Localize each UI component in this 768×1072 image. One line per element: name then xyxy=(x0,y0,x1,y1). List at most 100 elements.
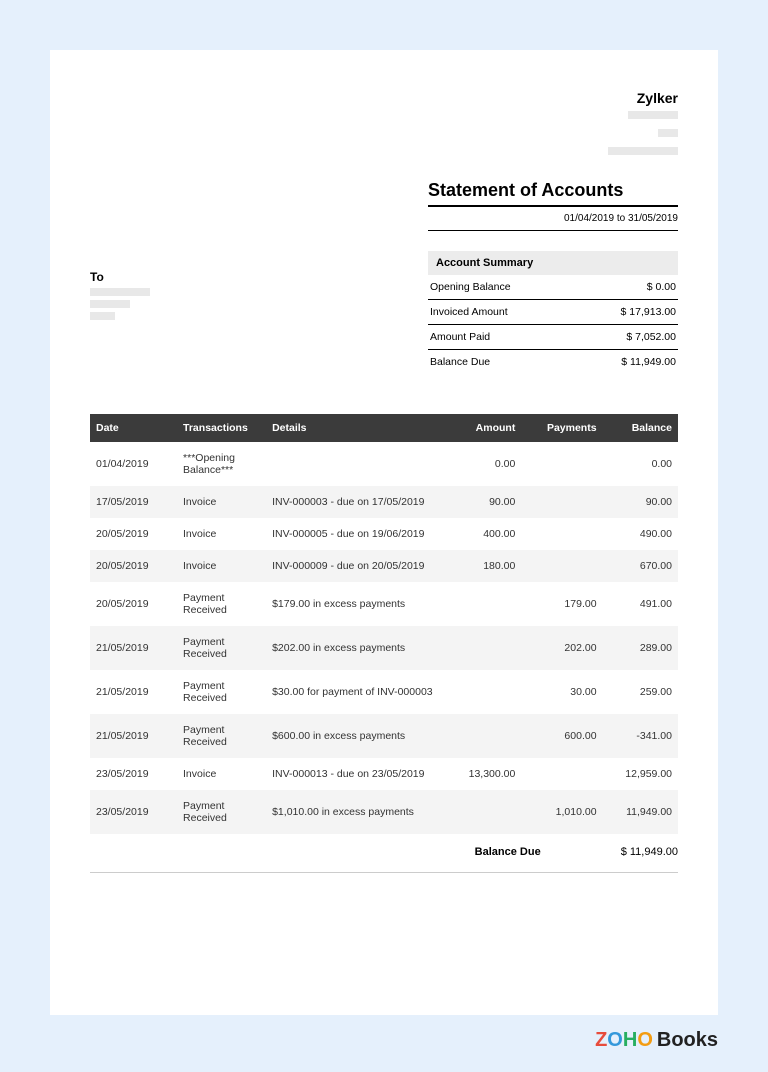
placeholder-line xyxy=(628,111,678,119)
cell-trans: Invoice xyxy=(177,486,266,518)
cell-details xyxy=(266,442,452,486)
cell-trans: Invoice xyxy=(177,758,266,790)
cell-amount: 180.00 xyxy=(452,550,522,582)
summary-value: $ 7,052.00 xyxy=(626,331,676,343)
summary-value: $ 17,913.00 xyxy=(621,306,676,318)
summary-row: Balance Due $ 11,949.00 xyxy=(428,350,678,374)
cell-amount xyxy=(452,670,522,714)
cell-amount: 400.00 xyxy=(452,518,522,550)
cell-balance: 670.00 xyxy=(603,550,678,582)
cell-date: 23/05/2019 xyxy=(90,790,177,834)
to-label: To xyxy=(90,270,150,284)
cell-balance: 11,949.00 xyxy=(603,790,678,834)
cell-date: 20/05/2019 xyxy=(90,582,177,626)
cell-balance: 491.00 xyxy=(603,582,678,626)
cell-payments xyxy=(521,442,602,486)
cell-date: 17/05/2019 xyxy=(90,486,177,518)
cell-payments xyxy=(521,486,602,518)
table-row: 20/05/2019InvoiceINV-000005 - due on 19/… xyxy=(90,518,678,550)
logo-o2: O xyxy=(637,1029,653,1051)
cell-date: 01/04/2019 xyxy=(90,442,177,486)
cell-payments xyxy=(521,758,602,790)
cell-amount: 13,300.00 xyxy=(452,758,522,790)
statement-title: Statement of Accounts xyxy=(428,180,678,207)
cell-details: INV-000009 - due on 20/05/2019 xyxy=(266,550,452,582)
cell-amount xyxy=(452,626,522,670)
cell-amount xyxy=(452,790,522,834)
cell-date: 20/05/2019 xyxy=(90,550,177,582)
logo-books: Books xyxy=(657,1029,718,1051)
table-row: 23/05/2019Payment Received$1,010.00 in e… xyxy=(90,790,678,834)
cell-details: $600.00 in excess payments xyxy=(266,714,452,758)
summary-row: Invoiced Amount $ 17,913.00 xyxy=(428,300,678,325)
statement-summary: Statement of Accounts 01/04/2019 to 31/0… xyxy=(428,180,678,374)
balance-due-label: Balance Due xyxy=(475,846,541,858)
cell-date: 21/05/2019 xyxy=(90,670,177,714)
cell-balance: 259.00 xyxy=(603,670,678,714)
summary-value: $ 0.00 xyxy=(647,281,676,293)
cell-balance: 12,959.00 xyxy=(603,758,678,790)
summary-label: Balance Due xyxy=(430,356,490,368)
cell-date: 23/05/2019 xyxy=(90,758,177,790)
table-header: Date Transactions Details Amount Payment… xyxy=(90,414,678,442)
placeholder-line xyxy=(658,129,678,137)
cell-balance: 0.00 xyxy=(603,442,678,486)
summary-label: Amount Paid xyxy=(430,331,490,343)
zoho-books-logo: ZOHOBooks xyxy=(50,1029,718,1052)
cell-balance: 90.00 xyxy=(603,486,678,518)
summary-label: Invoiced Amount xyxy=(430,306,508,318)
col-date: Date xyxy=(90,414,177,442)
logo-h: H xyxy=(623,1029,637,1051)
summary-row: Opening Balance $ 0.00 xyxy=(428,275,678,300)
summary-value: $ 11,949.00 xyxy=(621,356,676,368)
summary-header: Account Summary xyxy=(428,251,678,275)
cell-payments xyxy=(521,550,602,582)
cell-date: 21/05/2019 xyxy=(90,714,177,758)
cell-details: $30.00 for payment of INV-000003 xyxy=(266,670,452,714)
cell-details: INV-000013 - due on 23/05/2019 xyxy=(266,758,452,790)
table-row: 20/05/2019Payment Received$179.00 in exc… xyxy=(90,582,678,626)
balance-due-value: $ 11,949.00 xyxy=(621,846,678,858)
cell-balance: 289.00 xyxy=(603,626,678,670)
col-balance: Balance xyxy=(603,414,678,442)
placeholder-line xyxy=(90,300,130,308)
cell-trans: Payment Received xyxy=(177,670,266,714)
col-transactions: Transactions xyxy=(177,414,266,442)
cell-details: INV-000003 - due on 17/05/2019 xyxy=(266,486,452,518)
cell-payments: 179.00 xyxy=(521,582,602,626)
company-header: Zylker xyxy=(90,90,678,160)
placeholder-line xyxy=(608,147,678,155)
cell-date: 21/05/2019 xyxy=(90,626,177,670)
table-row: 23/05/2019InvoiceINV-000013 - due on 23/… xyxy=(90,758,678,790)
placeholder-line xyxy=(90,312,115,320)
cell-payments: 30.00 xyxy=(521,670,602,714)
col-details: Details xyxy=(266,414,452,442)
table-row: 21/05/2019Payment Received$30.00 for pay… xyxy=(90,670,678,714)
cell-trans: Invoice xyxy=(177,518,266,550)
cell-balance: 490.00 xyxy=(603,518,678,550)
cell-trans: Payment Received xyxy=(177,626,266,670)
cell-payments: 600.00 xyxy=(521,714,602,758)
balance-due-footer: Balance Due $ 11,949.00 xyxy=(90,846,678,873)
cell-amount: 90.00 xyxy=(452,486,522,518)
statement-page: Zylker To Statement of Accounts 01/04/20… xyxy=(50,50,718,1015)
table-row: 17/05/2019InvoiceINV-000003 - due on 17/… xyxy=(90,486,678,518)
transactions-table: Date Transactions Details Amount Payment… xyxy=(90,414,678,834)
cell-amount: 0.00 xyxy=(452,442,522,486)
summary-label: Opening Balance xyxy=(430,281,511,293)
cell-balance: -341.00 xyxy=(603,714,678,758)
col-amount: Amount xyxy=(452,414,522,442)
cell-amount xyxy=(452,582,522,626)
cell-payments: 1,010.00 xyxy=(521,790,602,834)
cell-date: 20/05/2019 xyxy=(90,518,177,550)
summary-row: Amount Paid $ 7,052.00 xyxy=(428,325,678,350)
cell-trans: Invoice xyxy=(177,550,266,582)
cell-trans: Payment Received xyxy=(177,582,266,626)
date-range: 01/04/2019 to 31/05/2019 xyxy=(428,213,678,231)
cell-trans: ***Opening Balance*** xyxy=(177,442,266,486)
cell-details: $202.00 in excess payments xyxy=(266,626,452,670)
cell-payments xyxy=(521,518,602,550)
logo-z: Z xyxy=(595,1029,607,1051)
cell-trans: Payment Received xyxy=(177,790,266,834)
company-name: Zylker xyxy=(90,90,678,106)
